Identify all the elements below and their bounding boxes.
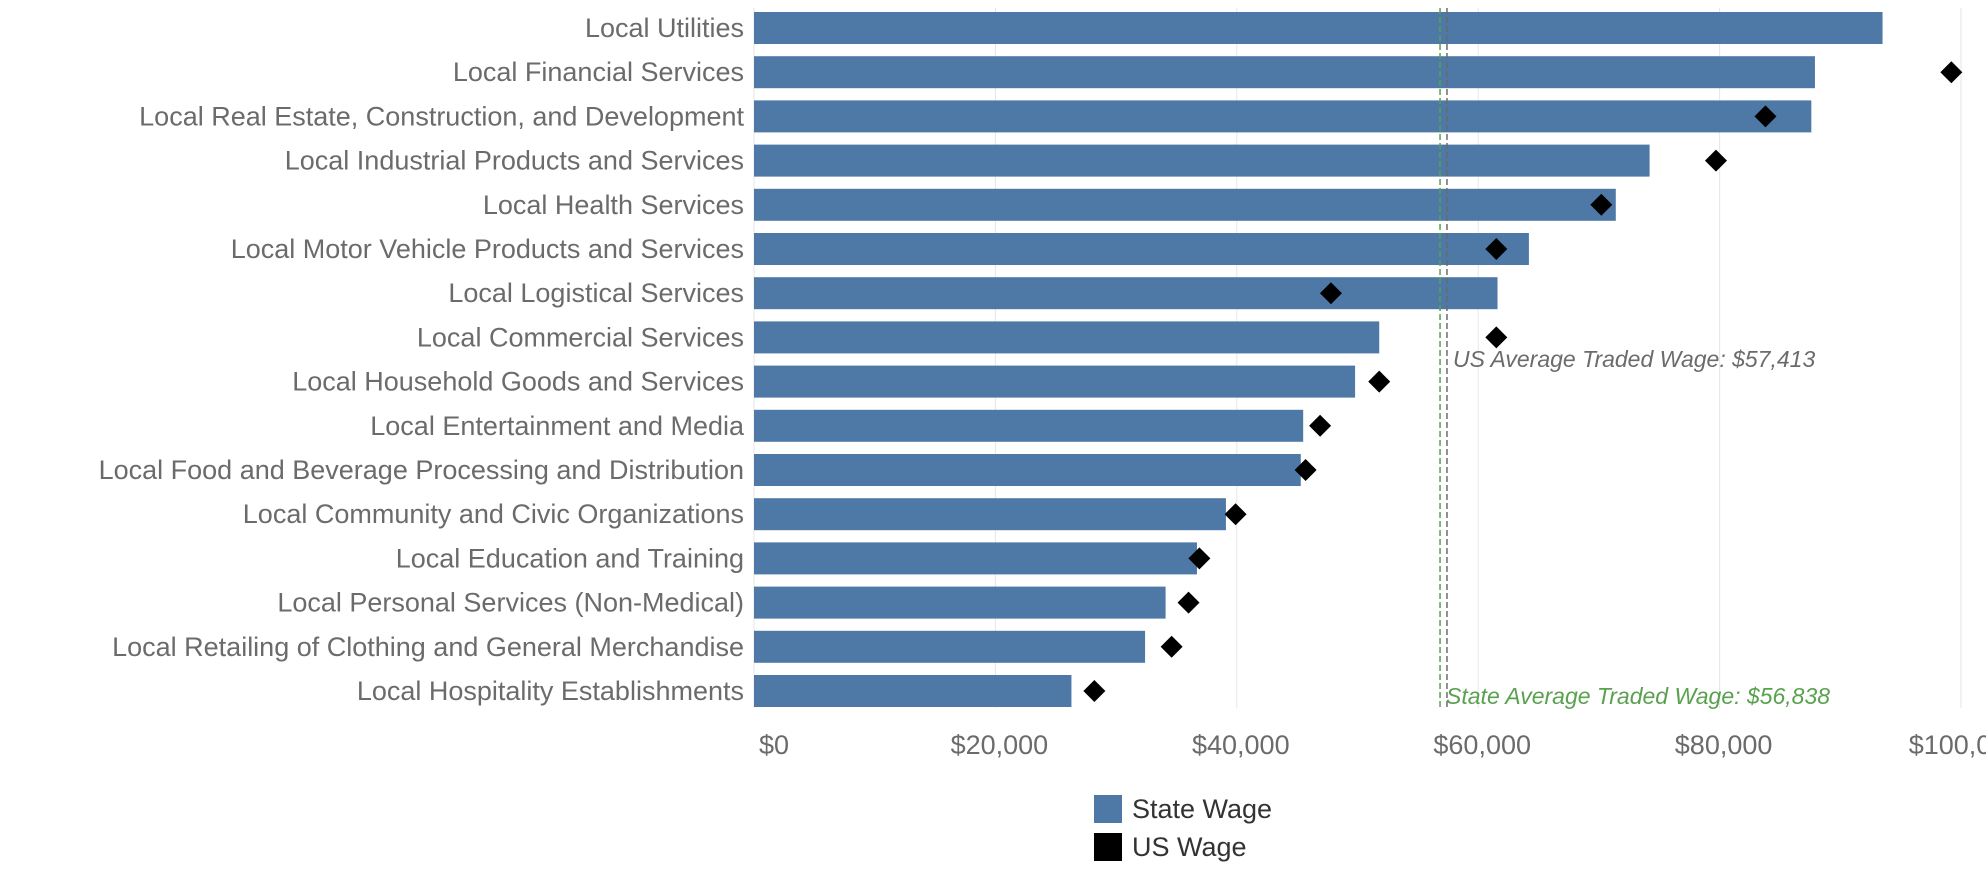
us-wage-marker bbox=[1294, 459, 1317, 481]
category-label: Local Personal Services (Non-Medical) bbox=[277, 588, 744, 618]
us-wage-marker bbox=[1188, 547, 1211, 570]
x-tick-label: $0 bbox=[759, 730, 789, 760]
state-wage-bar bbox=[754, 454, 1301, 486]
state-wage-bars bbox=[754, 12, 1883, 707]
x-tick-label: $60,000 bbox=[1433, 730, 1531, 760]
state-wage-bar bbox=[754, 233, 1529, 265]
x-tick-label: $20,000 bbox=[951, 730, 1049, 760]
us-wage-marker bbox=[1590, 193, 1613, 216]
category-label: Local Industrial Products and Services bbox=[285, 146, 744, 176]
category-labels: Local Utilities Local Financial Services L… bbox=[99, 13, 745, 706]
category-label: Local Logistical Services bbox=[448, 278, 744, 308]
us-wage-marker bbox=[1177, 591, 1200, 614]
state-wage-bar bbox=[754, 542, 1197, 575]
state-wage-bar bbox=[754, 144, 1650, 177]
legend: State Wage US Wage bbox=[1094, 794, 1272, 862]
x-tick-label: $40,000 bbox=[1192, 730, 1290, 760]
category-label: Local Real Estate, Construction, and Dev… bbox=[139, 101, 744, 131]
x-axis-tick-labels: $0 $20,000 $40,000 $60,000 $80,000 $100,000 bbox=[759, 730, 1986, 760]
category-label: Local Financial Services bbox=[453, 57, 744, 87]
state-average-label: State Average Traded Wage: $56,838 bbox=[1446, 683, 1830, 709]
category-label: Local Community and Civic Organizations bbox=[243, 499, 744, 529]
state-wage-bar bbox=[754, 498, 1226, 531]
state-wage-bar bbox=[754, 675, 1072, 707]
state-wage-bar bbox=[754, 188, 1616, 221]
state-wage-bar bbox=[754, 630, 1146, 663]
category-label: Local Education and Training bbox=[396, 543, 744, 573]
category-label: Local Food and Beverage Processing and D… bbox=[99, 455, 744, 485]
category-label: Local Utilities bbox=[585, 13, 744, 43]
category-label: Local Motor Vehicle Products and Service… bbox=[231, 234, 744, 264]
legend-swatch-state-wage bbox=[1094, 795, 1122, 823]
us-wage-marker bbox=[1704, 149, 1727, 172]
state-wage-bar bbox=[754, 409, 1304, 442]
category-label: Local Health Services bbox=[483, 190, 744, 220]
state-wage-bar bbox=[754, 12, 1883, 44]
us-wage-marker bbox=[1160, 635, 1183, 658]
state-wage-bar bbox=[754, 56, 1815, 89]
us-wage-marker bbox=[1940, 61, 1963, 84]
us-wage-marker bbox=[1309, 414, 1332, 437]
state-wage-bar bbox=[754, 277, 1498, 310]
us-wage-marker bbox=[1368, 370, 1391, 393]
us-wage-marker bbox=[1485, 326, 1508, 349]
state-wage-bar bbox=[754, 586, 1166, 619]
legend-label-state-wage: State Wage bbox=[1132, 794, 1272, 824]
state-wage-bar bbox=[754, 365, 1356, 398]
category-label: Local Entertainment and Media bbox=[370, 411, 745, 441]
category-label: Local Hospitality Establishments bbox=[357, 676, 744, 706]
category-label: Local Household Goods and Services bbox=[292, 367, 744, 397]
us-wage-marker bbox=[1485, 238, 1508, 260]
legend-swatch-us-wage bbox=[1094, 833, 1122, 861]
state-wage-bar bbox=[754, 321, 1380, 354]
us-average-label: US Average Traded Wage: $57,413 bbox=[1453, 346, 1815, 372]
us-wage-marker bbox=[1224, 503, 1247, 526]
x-tick-label: $80,000 bbox=[1675, 730, 1773, 760]
us-wage-marker bbox=[1319, 282, 1342, 305]
category-label: Local Retailing of Clothing and General … bbox=[112, 632, 744, 662]
reference-lines: US Average Traded Wage: $57,413 State Ave… bbox=[1439, 8, 1830, 709]
us-wage-marker bbox=[1754, 105, 1777, 128]
legend-label-us-wage: US Wage bbox=[1132, 832, 1247, 862]
x-tick-label: $100,000 bbox=[1909, 730, 1986, 760]
us-wage-marker bbox=[1083, 680, 1106, 702]
us-wage-markers bbox=[1083, 61, 1963, 702]
state-wage-bar bbox=[754, 100, 1812, 133]
category-label: Local Commercial Services bbox=[417, 322, 744, 352]
